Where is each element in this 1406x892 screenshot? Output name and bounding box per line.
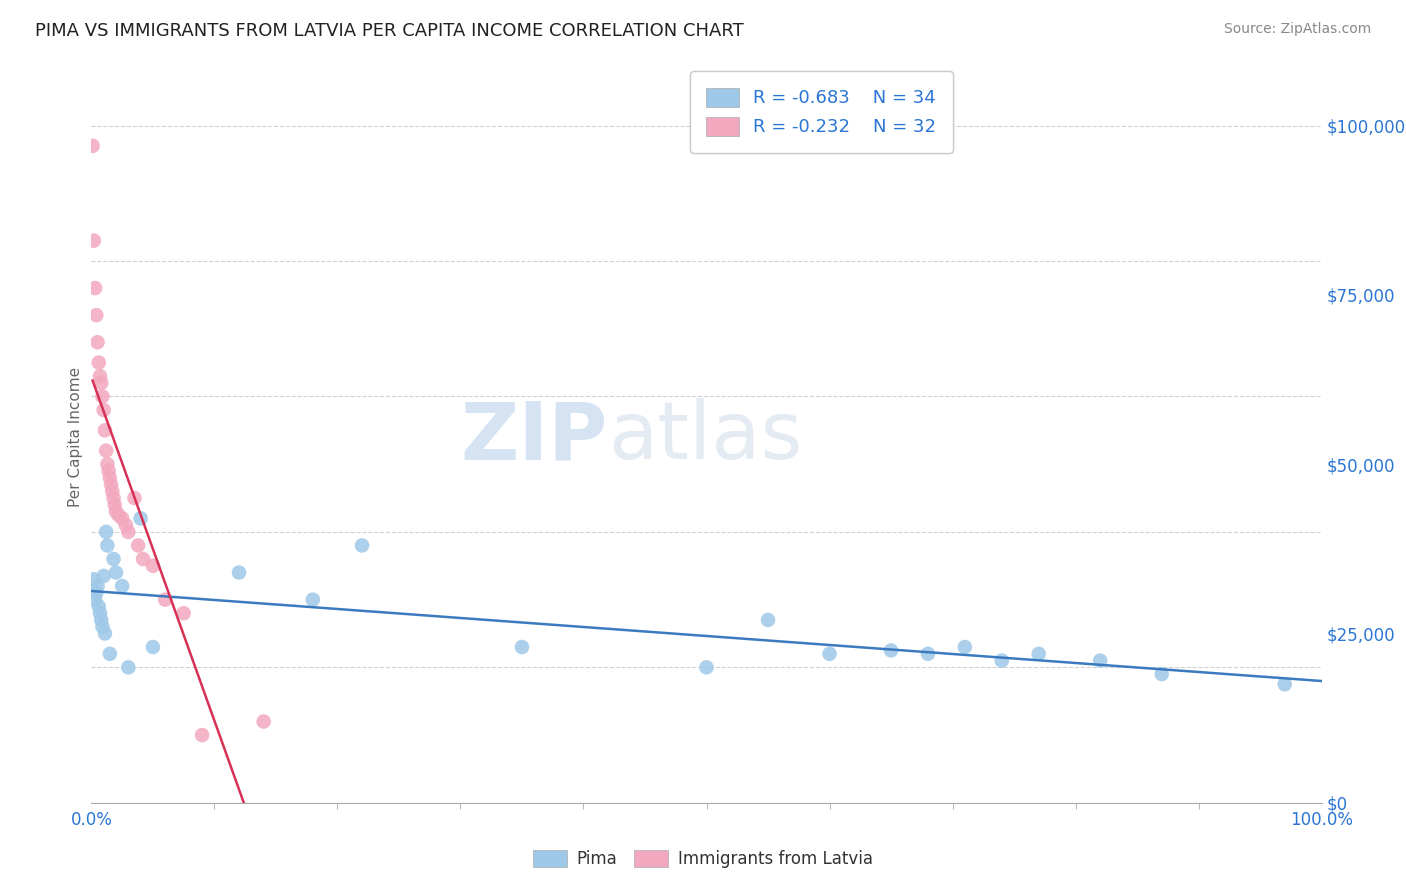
Point — [117, 660, 139, 674]
Point — [98, 647, 121, 661]
Text: ZIP: ZIP — [461, 398, 607, 476]
Point — [96, 457, 118, 471]
Y-axis label: Per Capita Income: Per Capita Income — [67, 367, 83, 508]
Point — [84, 281, 107, 295]
Point — [142, 640, 165, 654]
Point — [1150, 667, 1173, 681]
Point — [96, 524, 117, 539]
Point — [114, 518, 138, 533]
Point — [96, 538, 118, 552]
Point — [89, 606, 111, 620]
Point — [301, 592, 323, 607]
Point — [103, 552, 125, 566]
Point — [90, 376, 112, 390]
Point — [82, 139, 104, 153]
Point — [173, 606, 195, 620]
Text: atlas: atlas — [607, 398, 803, 476]
Point — [101, 484, 124, 499]
Point — [98, 471, 121, 485]
Point — [93, 569, 115, 583]
Point — [510, 640, 533, 654]
Point — [1028, 647, 1050, 661]
Point — [103, 491, 125, 505]
Point — [111, 579, 134, 593]
Point — [86, 308, 108, 322]
Point — [105, 566, 127, 580]
Point — [96, 443, 117, 458]
Point — [83, 572, 105, 586]
Point — [990, 654, 1012, 668]
Point — [132, 552, 155, 566]
Point — [84, 592, 107, 607]
Point — [87, 599, 110, 614]
Text: Source: ZipAtlas.com: Source: ZipAtlas.com — [1223, 22, 1371, 37]
Point — [107, 508, 129, 522]
Point — [94, 423, 117, 437]
Point — [917, 647, 939, 661]
Point — [111, 511, 134, 525]
Point — [86, 586, 108, 600]
Point — [90, 613, 112, 627]
Point — [91, 620, 114, 634]
Point — [83, 234, 105, 248]
Point — [87, 355, 110, 369]
Point — [89, 369, 111, 384]
Point — [86, 579, 108, 593]
Point — [94, 626, 117, 640]
Point — [124, 491, 146, 505]
Point — [1274, 677, 1296, 691]
Point — [105, 505, 127, 519]
Point — [129, 511, 152, 525]
Point — [97, 464, 120, 478]
Text: PIMA VS IMMIGRANTS FROM LATVIA PER CAPITA INCOME CORRELATION CHART: PIMA VS IMMIGRANTS FROM LATVIA PER CAPIT… — [35, 22, 744, 40]
Point — [756, 613, 779, 627]
Legend: R = -0.683    N = 34, R = -0.232    N = 32: R = -0.683 N = 34, R = -0.232 N = 32 — [690, 71, 952, 153]
Point — [91, 389, 114, 403]
Point — [100, 477, 122, 491]
Point — [253, 714, 276, 729]
Point — [228, 566, 250, 580]
Point — [695, 660, 717, 674]
Point — [352, 538, 374, 552]
Point — [191, 728, 214, 742]
Point — [153, 592, 177, 607]
Point — [953, 640, 976, 654]
Point — [117, 524, 139, 539]
Point — [104, 498, 127, 512]
Point — [1088, 654, 1111, 668]
Point — [880, 643, 903, 657]
Legend: Pima, Immigrants from Latvia: Pima, Immigrants from Latvia — [527, 843, 879, 875]
Point — [142, 558, 165, 573]
Point — [86, 335, 108, 350]
Point — [127, 538, 149, 552]
Point — [93, 403, 115, 417]
Point — [818, 647, 841, 661]
